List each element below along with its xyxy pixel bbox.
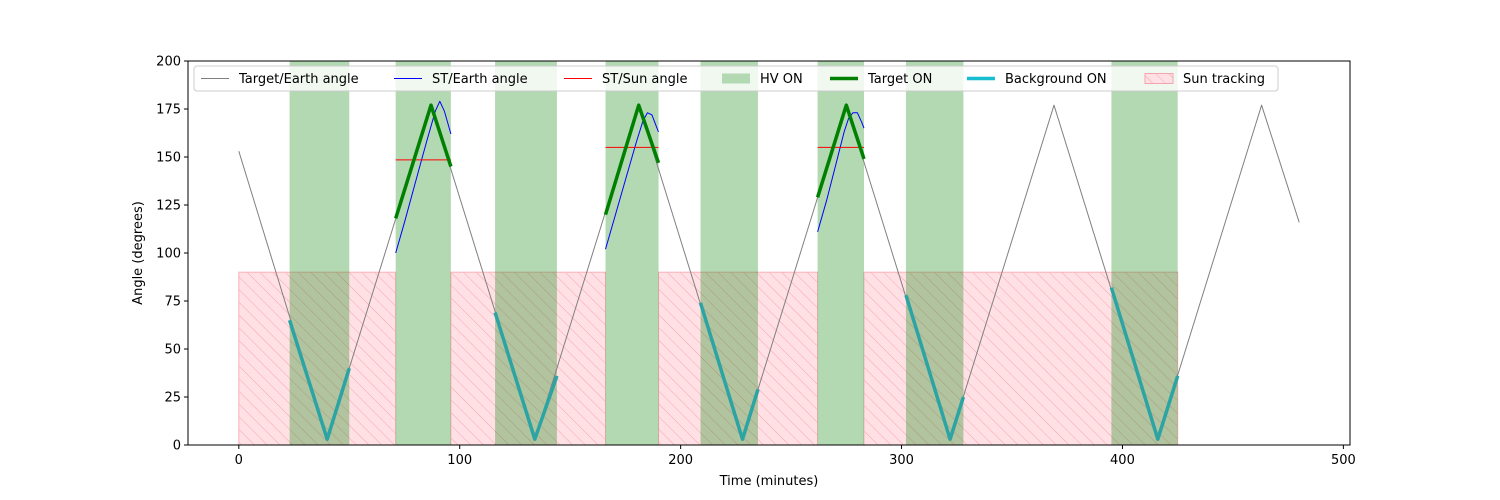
x-tick-label: 300 (889, 453, 914, 468)
background-on-line (287, 319, 351, 441)
background-on-line (1109, 287, 1180, 441)
background-on-line (493, 311, 559, 441)
y-tick-label: 125 (156, 199, 181, 214)
target-on-line (394, 103, 453, 219)
hv-on-span (905, 61, 964, 445)
hv-on-span (605, 61, 659, 445)
x-tick-label: 400 (1110, 453, 1135, 468)
x-tick-label: 500 (1331, 453, 1356, 468)
st-earth-angle-line (817, 112, 865, 233)
hv-on-span (495, 61, 557, 445)
legend-label-hv-on: HV ON (760, 72, 803, 87)
hv-on-regions (289, 61, 1178, 445)
legend: Target/Earth angle ST/Earth angle ST/Sun a… (193, 65, 1279, 92)
hv-on-span (395, 61, 451, 445)
legend-label-background-on: Background ON (1005, 72, 1107, 87)
y-tick-label: 50 (164, 343, 181, 358)
target-on-line (603, 103, 661, 216)
legend-swatch-hatch (1144, 73, 1174, 84)
x-tick-label: 100 (447, 453, 472, 468)
x-axis: 0 100 200 300 400 500 (235, 445, 1356, 468)
legend-label-target-on: Target ON (867, 72, 932, 87)
legend-label-target-earth-angle: Target/Earth angle (238, 72, 359, 87)
y-tick-label: 100 (156, 247, 181, 262)
x-axis-title: Time (minutes) (719, 474, 819, 489)
series-lines (238, 100, 1300, 441)
target-on-line (815, 103, 866, 198)
y-axis: 0 25 50 75 100 125 150 175 200 (156, 55, 188, 454)
x-tick-label: 200 (668, 453, 693, 468)
legend-label-st-sun-angle: ST/Sun angle (602, 72, 688, 87)
y-tick-label: 75 (164, 295, 181, 310)
y-tick-label: 0 (173, 439, 181, 454)
background-on-line (698, 302, 760, 441)
hv-on-span (700, 61, 758, 445)
legend-label-sun-tracking: Sun tracking (1183, 72, 1265, 87)
y-tick-label: 175 (156, 103, 181, 118)
sun-tracking-hatch (238, 271, 397, 446)
background-on-line (904, 294, 966, 441)
legend-swatch-hv-on (722, 73, 750, 84)
y-tick-label: 200 (156, 55, 181, 70)
sun-tracking-regions (238, 271, 1179, 446)
y-axis-title: Angle (degrees) (131, 201, 146, 305)
y-tick-label: 150 (156, 151, 181, 166)
legend-label-st-earth-angle: ST/Earth angle (432, 72, 528, 87)
hv-on-span (289, 61, 350, 445)
hv-on-span (1111, 61, 1178, 445)
x-tick-label: 0 (235, 453, 243, 468)
sun-tracking-hatch (863, 271, 1179, 446)
y-tick-label: 25 (164, 391, 181, 406)
st-earth-angle-line (395, 100, 452, 254)
